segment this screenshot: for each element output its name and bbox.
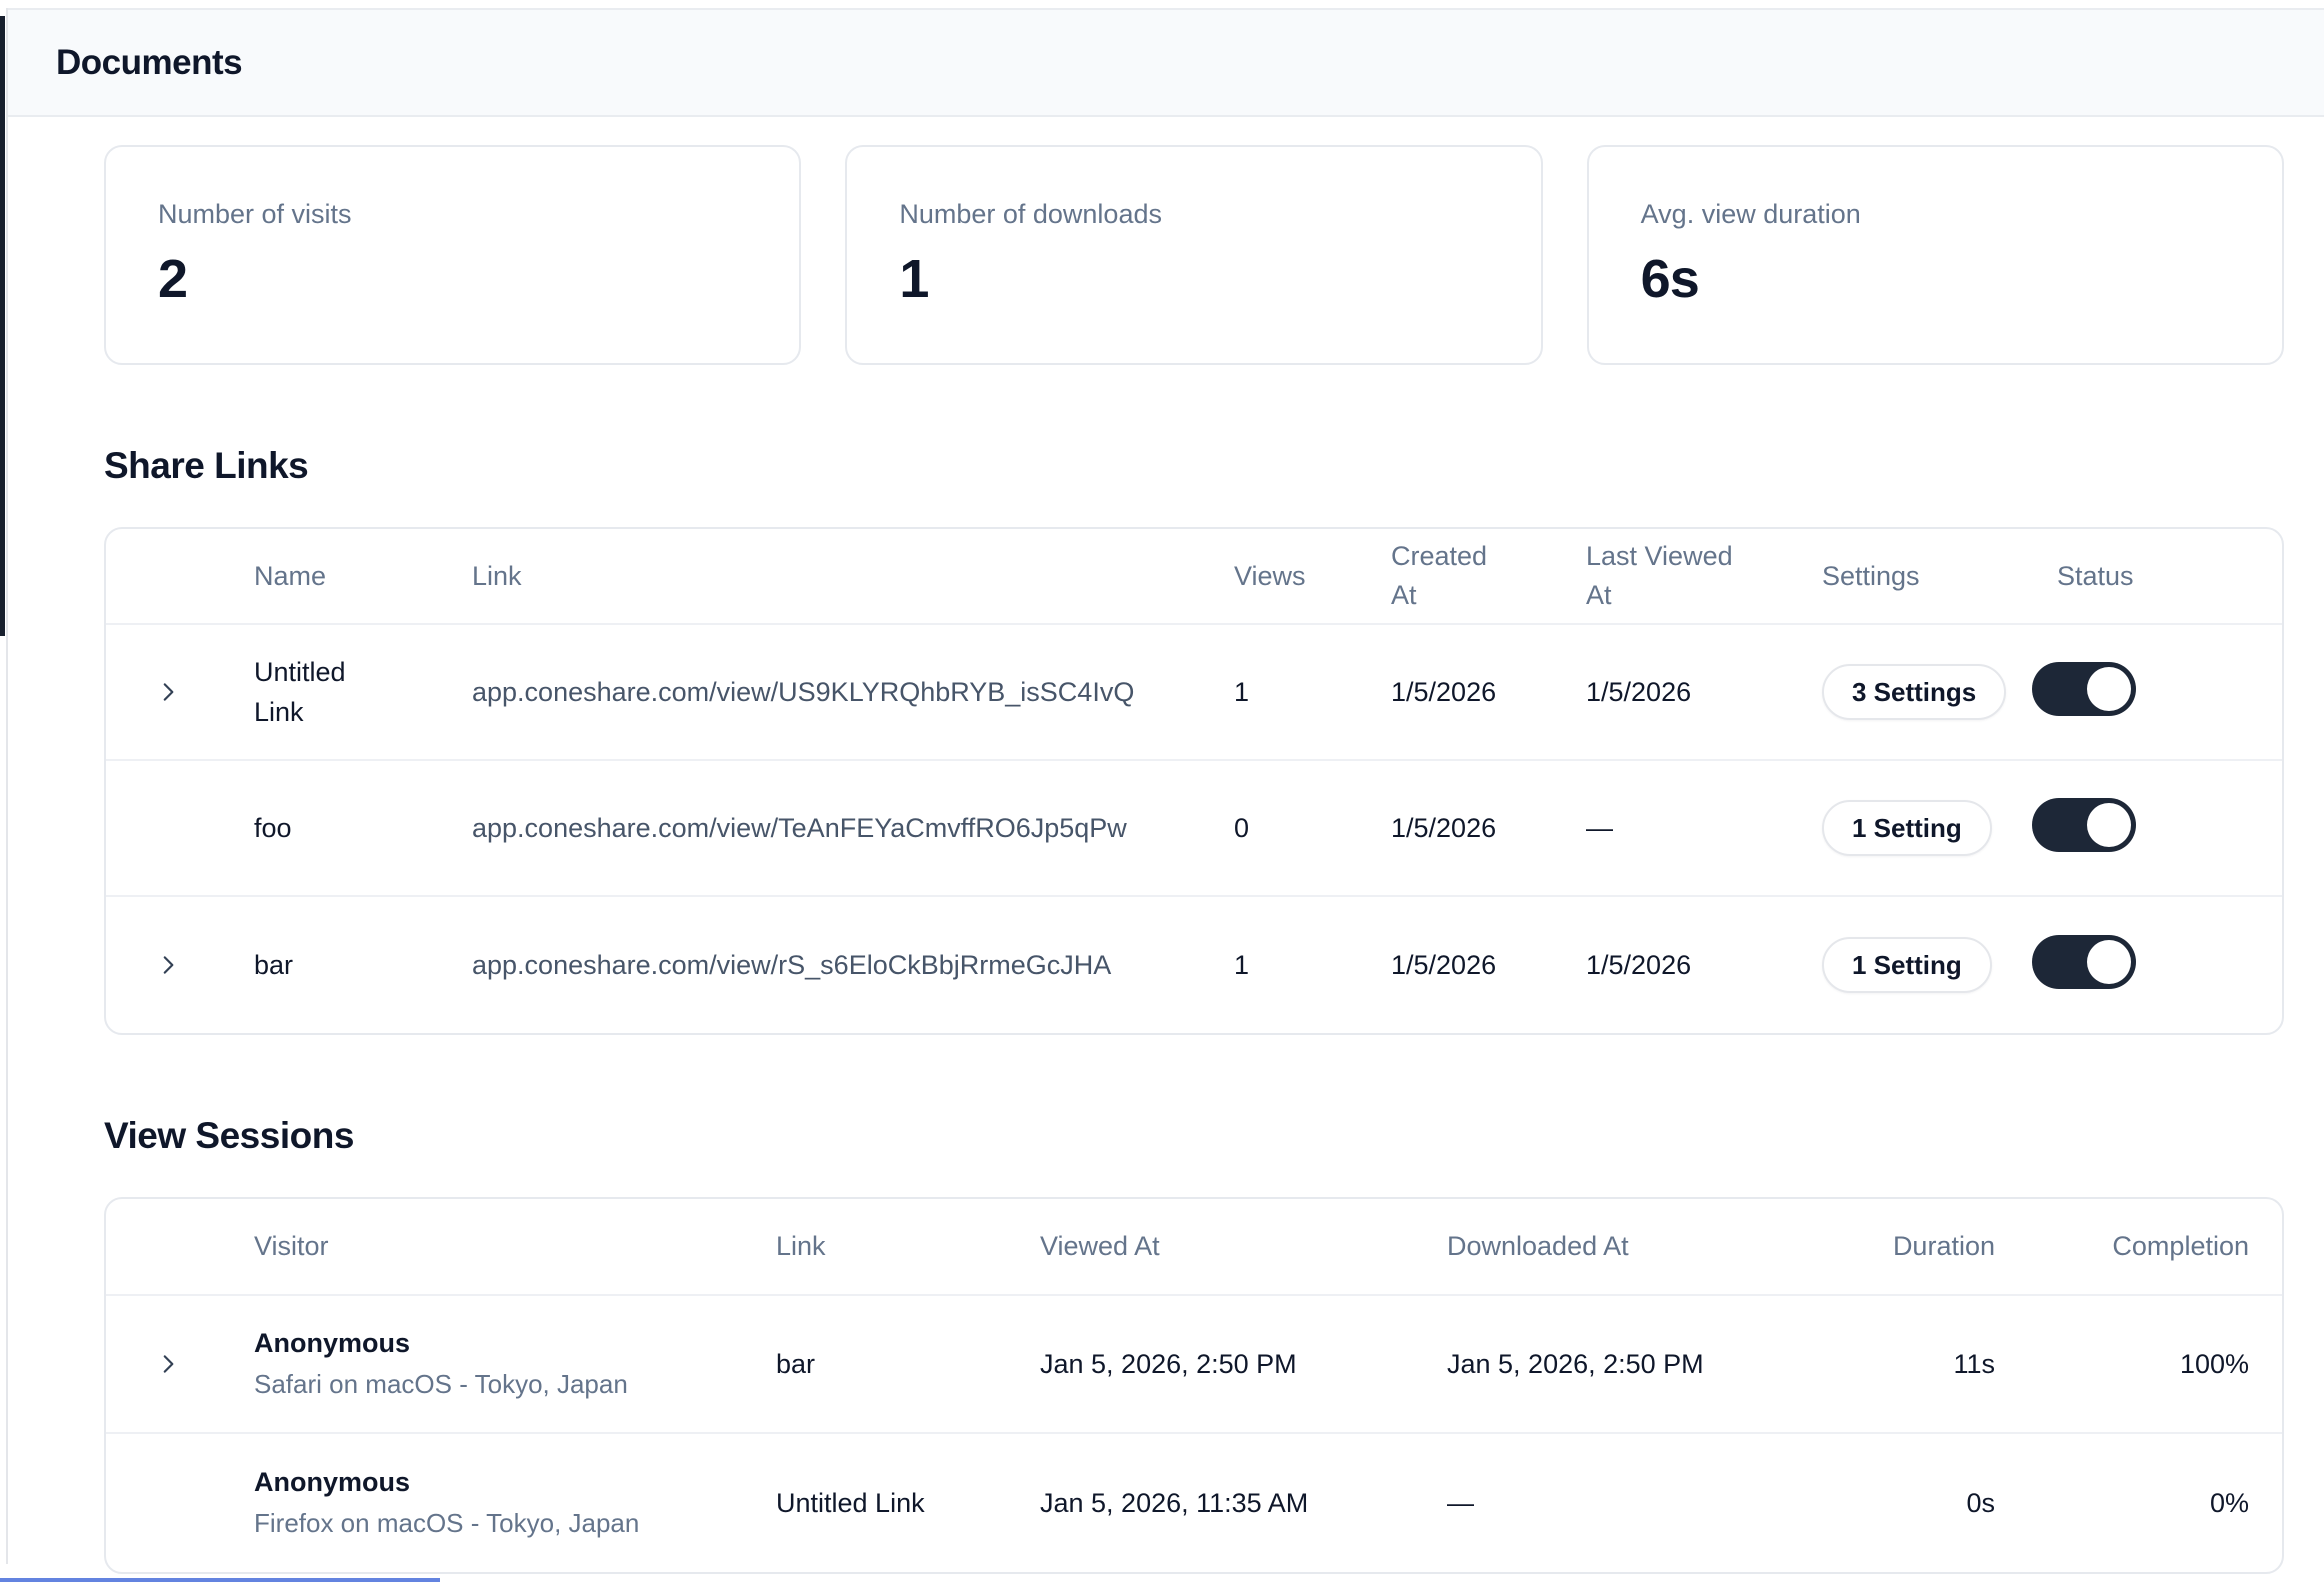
- stat-value: 2: [158, 249, 188, 309]
- column-header-last-viewed-at: Last Viewed At: [1586, 540, 1733, 610]
- table-row: foo app.coneshare.com/view/TeAnFEYaCmvff…: [106, 761, 2282, 897]
- stat-label: Avg. view duration: [1640, 199, 1861, 229]
- link-url-cell: app.coneshare.com/view/TeAnFEYaCmvffRO6J…: [472, 812, 1127, 843]
- column-header-link: Link: [472, 560, 522, 591]
- stat-label: Number of downloads: [899, 199, 1162, 229]
- stats-row: Number of visits 2 Number of downloads 1…: [104, 145, 2284, 365]
- visitor-cell: Anonymous Safari on macOS - Tokyo, Japan: [254, 1328, 776, 1400]
- page-header: Documents: [8, 8, 2324, 117]
- link-name-cell: Untitled Link: [254, 656, 346, 728]
- view-sessions-header-row: Visitor Link Viewed At Downloaded At Dur…: [106, 1199, 2282, 1296]
- column-header-created-at: Created At: [1391, 540, 1488, 610]
- scrollbar-thumb[interactable]: [0, 16, 5, 636]
- visitor-detail: Firefox on macOS - Tokyo, Japan: [254, 1508, 640, 1538]
- link-url-cell: app.coneshare.com/view/rS_s6EloCkBbjRrme…: [472, 949, 1112, 980]
- column-header-status: Status: [2057, 560, 2134, 591]
- created-at-cell: 1/5/2026: [1391, 812, 1497, 843]
- chevron-right-icon: [163, 683, 174, 701]
- page-title: Documents: [56, 42, 243, 82]
- link-name-cell: bar: [254, 949, 294, 980]
- settings-badge[interactable]: 1 Setting: [1822, 800, 1992, 856]
- view-sessions-heading: View Sessions: [104, 1115, 354, 1156]
- column-header-settings: Settings: [1822, 560, 1920, 591]
- viewed-at-cell: Jan 5, 2026, 11:35 AM: [1040, 1487, 1309, 1518]
- settings-badge[interactable]: 1 Setting: [1822, 937, 1992, 993]
- stat-card-visits: Number of visits 2: [104, 145, 802, 365]
- visitor-detail: Safari on macOS - Tokyo, Japan: [254, 1369, 628, 1399]
- session-link-cell: bar: [776, 1348, 816, 1379]
- visitor-cell: Anonymous Firefox on macOS - Tokyo, Japa…: [254, 1467, 776, 1539]
- created-at-cell: 1/5/2026: [1391, 676, 1497, 707]
- last-viewed-at-cell: 1/5/2026: [1586, 676, 1692, 707]
- created-at-cell: 1/5/2026: [1391, 949, 1497, 980]
- column-header-completion: Completion: [2112, 1231, 2249, 1261]
- visitor-name: Anonymous: [254, 1467, 411, 1497]
- completion-cell: 100%: [2179, 1348, 2249, 1379]
- link-name-cell: foo: [254, 812, 292, 843]
- stat-value: 1: [899, 249, 929, 309]
- toggle-knob: [2087, 803, 2131, 847]
- status-toggle[interactable]: [2032, 935, 2136, 989]
- column-header-viewed-at: Viewed At: [1040, 1231, 1160, 1261]
- views-cell: 0: [1234, 812, 1250, 843]
- stat-card-downloads: Number of downloads 1: [845, 145, 1543, 365]
- viewed-at-cell: Jan 5, 2026, 2:50 PM: [1040, 1348, 1297, 1379]
- visitor-name: Anonymous: [254, 1328, 411, 1358]
- row-menu-button[interactable]: [2210, 957, 2226, 973]
- chevron-right-icon: [163, 1355, 174, 1373]
- toggle-knob: [2087, 940, 2131, 984]
- completion-cell: 0%: [2209, 1487, 2249, 1518]
- stat-card-avg-duration: Avg. view duration 6s: [1586, 145, 2284, 365]
- share-links-table: Name Link Views Created At Last Viewed A…: [104, 527, 2284, 1035]
- stat-label: Number of visits: [158, 199, 352, 229]
- column-header-views: Views: [1234, 560, 1306, 591]
- toggle-knob: [2087, 667, 2131, 711]
- expand-row-button[interactable]: [148, 945, 188, 985]
- column-header-downloaded-at: Downloaded At: [1447, 1231, 1629, 1261]
- last-viewed-at-cell: 1/5/2026: [1586, 949, 1692, 980]
- downloaded-at-cell: Jan 5, 2026, 2:50 PM: [1447, 1348, 1704, 1379]
- column-header-link: Link: [776, 1231, 826, 1261]
- view-sessions-table: Visitor Link Viewed At Downloaded At Dur…: [104, 1197, 2284, 1574]
- column-header-visitor: Visitor: [254, 1231, 329, 1261]
- duration-cell: 0s: [1966, 1487, 1995, 1518]
- views-cell: 1: [1234, 676, 1250, 707]
- status-toggle[interactable]: [2032, 662, 2136, 716]
- link-url-cell: app.coneshare.com/view/US9KLYRQhbRYB_isS…: [472, 676, 1135, 707]
- row-menu-button[interactable]: [2210, 820, 2226, 836]
- main-content: Number of visits 2 Number of downloads 1…: [104, 145, 2284, 1574]
- bottom-accent-strip: [0, 1578, 440, 1582]
- table-row: bar app.coneshare.com/view/rS_s6EloCkBbj…: [106, 897, 2282, 1033]
- left-border-track: [6, 8, 8, 1564]
- column-header-name: Name: [254, 560, 327, 591]
- chevron-right-icon: [163, 956, 174, 974]
- table-row: Anonymous Safari on macOS - Tokyo, Japan…: [106, 1296, 2282, 1434]
- row-menu-button[interactable]: [2210, 684, 2226, 700]
- expand-row-button[interactable]: [148, 672, 188, 712]
- downloaded-at-cell: —: [1447, 1487, 1474, 1518]
- column-header-duration: Duration: [1892, 1231, 1995, 1261]
- table-row: Anonymous Firefox on macOS - Tokyo, Japa…: [106, 1434, 2282, 1572]
- stat-value: 6s: [1640, 249, 1700, 309]
- status-toggle[interactable]: [2032, 798, 2136, 852]
- last-viewed-at-cell: —: [1586, 812, 1613, 843]
- share-links-header-row: Name Link Views Created At Last Viewed A…: [106, 529, 2282, 625]
- session-link-cell: Untitled Link: [776, 1487, 925, 1518]
- settings-badge[interactable]: 3 Settings: [1822, 664, 2007, 720]
- views-cell: 1: [1234, 949, 1250, 980]
- duration-cell: 11s: [1953, 1348, 1995, 1379]
- table-row: Untitled Link app.coneshare.com/view/US9…: [106, 625, 2282, 761]
- share-links-heading: Share Links: [104, 445, 309, 486]
- expand-row-button[interactable]: [148, 1344, 188, 1384]
